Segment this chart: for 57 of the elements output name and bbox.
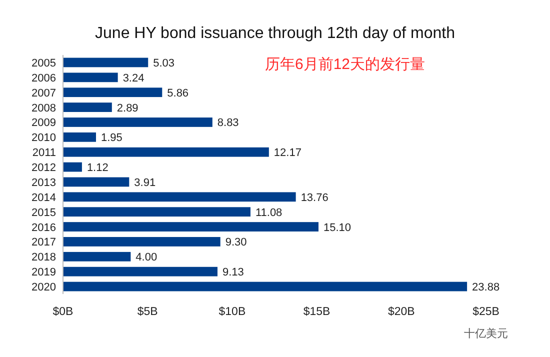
bar [63,207,250,217]
bar [63,102,112,112]
y-tick-label: 2010 [32,132,56,144]
data-label: 3.91 [134,176,156,189]
x-tick-label: $15B [303,306,331,318]
data-label: 5.03 [153,57,175,70]
y-tick-label: 2015 [32,206,56,219]
y-tick-label: 2013 [32,176,56,189]
bar [63,252,131,262]
data-label: 1.12 [86,162,108,174]
data-label: 12.17 [274,147,302,160]
chart-title: June HY bond issuance through 12th day of month [95,25,455,42]
bar [63,132,96,142]
y-tick-label: 2018 [32,252,56,264]
data-label: 9.13 [222,266,244,279]
y-tick-label: 2009 [32,117,56,130]
data-label: 1.95 [100,132,122,144]
x-tick-label: $20B [388,306,416,318]
data-label: 2.89 [116,102,138,114]
y-tick-label: 2012 [32,162,56,174]
data-label: 4.00 [136,252,158,264]
bar [63,282,468,292]
data-label: 13.76 [300,192,328,204]
bar [63,72,118,82]
x-tick-label: $10B [218,306,246,318]
x-tick-label: $5B [137,306,158,318]
data-label: 8.83 [217,117,239,130]
bar [63,237,220,246]
annotation: 历年6月前12天的发行量 [264,56,426,73]
bar [63,88,162,98]
bar [63,192,296,202]
y-tick-label: 2008 [32,102,56,114]
data-label: 5.86 [167,87,189,100]
y-tick-label: 2017 [32,236,56,249]
bar [63,58,148,68]
bar [63,162,82,172]
y-tick-label: 2005 [32,57,56,70]
y-tick-label: 2006 [32,72,56,84]
bar [63,222,318,232]
data-label: 23.88 [472,282,500,294]
bar [63,266,218,276]
x-axis-title: 十亿美元 [464,327,508,340]
data-label: 9.30 [225,236,247,249]
y-tick-label: 2016 [32,222,56,234]
x-tick-label: $0B [52,306,74,318]
x-tick-label: $25B [472,306,500,318]
data-label: 11.08 [255,206,282,219]
data-label: 15.10 [323,222,352,234]
bar [63,147,269,157]
y-tick-label: 2020 [32,282,56,294]
bar [63,118,212,127]
y-tick-label: 2019 [32,266,56,279]
y-tick-label: 2014 [32,192,56,204]
bar [63,177,130,187]
y-tick-label: 2007 [32,87,56,100]
y-tick-label: 2011 [32,147,56,160]
data-label: 3.24 [122,72,144,84]
